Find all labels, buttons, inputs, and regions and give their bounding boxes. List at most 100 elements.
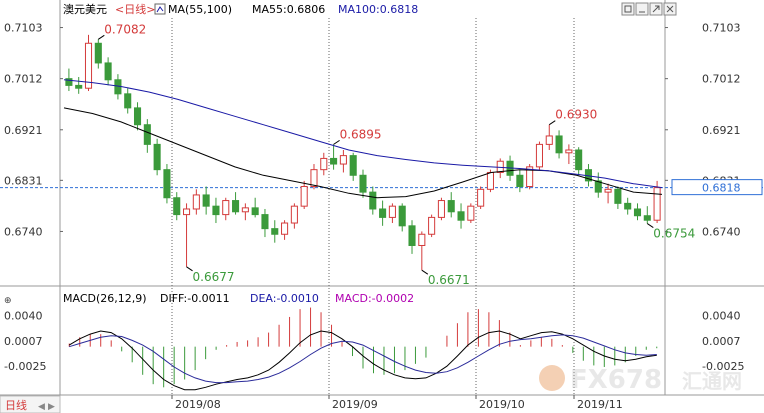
macd-tick-label-left: 0.0040	[4, 309, 43, 322]
candle-body	[222, 200, 230, 216]
candle-body	[457, 211, 465, 221]
macd-pane-icon[interactable]: ⊕	[4, 296, 12, 306]
price-tick-label-left: 0.6740	[4, 225, 43, 238]
candle-body	[94, 42, 102, 64]
indicator-toggle-icon[interactable]	[154, 3, 166, 15]
price-tick-label-right: 0.7012	[702, 73, 741, 86]
candle-body	[486, 171, 494, 190]
candle-body	[447, 200, 455, 213]
candle-body	[633, 208, 642, 217]
price-tick-label-left: 0.7012	[4, 73, 43, 86]
macd-dea-line	[69, 334, 657, 384]
candle-body	[251, 207, 259, 216]
macd-axis: 0.0040 0.0040 0.0007 0.0007 -0.0025 -0.0025	[4, 309, 744, 373]
candle-body	[261, 214, 269, 230]
fx678-logo-icon	[539, 365, 565, 391]
candle-body	[398, 205, 406, 227]
macd-tick-label-right: 0.0040	[702, 309, 741, 322]
macd-lines	[68, 330, 657, 391]
candle-body	[408, 225, 416, 246]
candle-body	[212, 205, 220, 216]
candle-body	[339, 155, 347, 165]
time-tick-label: 2019/11	[577, 398, 623, 411]
candle-body	[535, 143, 543, 168]
macd-diff-line	[68, 330, 657, 391]
candle-body	[653, 187, 661, 221]
candle-body	[477, 188, 485, 207]
fx678-watermark: FX678 汇通网	[539, 365, 742, 395]
indicator-toggle-glyph	[156, 6, 164, 13]
chart-header: 澳元美元 <日线> MA(55,100) MA55:0.6806 MA100:0…	[63, 2, 418, 16]
candle-body	[310, 169, 318, 188]
candle-body	[526, 166, 534, 188]
candle-body	[575, 149, 583, 171]
candle-body	[643, 215, 651, 221]
period-label[interactable]: <日线>	[115, 2, 155, 16]
bottom-bar: 日线 ◀ ▶	[0, 395, 61, 413]
current-price-text: 0.6818	[702, 182, 741, 195]
candle-body	[388, 205, 396, 218]
watermark-sub: 汇通网	[682, 369, 742, 393]
price-tick-label-left: 0.7103	[4, 22, 43, 35]
annotation-arrow	[333, 139, 340, 145]
candle-body	[379, 208, 387, 218]
candle-body	[565, 149, 573, 154]
period-tab[interactable]	[0, 395, 61, 413]
time-tick-label: 2019/10	[479, 398, 525, 411]
candle-body	[320, 157, 328, 171]
candle-body	[428, 216, 436, 235]
price-annotations: 0.7082 0.6677 0.6895 0.6671 0.6930 0.6754	[98, 22, 695, 287]
candle-body	[124, 93, 132, 109]
time-tick-label: 2019/09	[332, 398, 378, 411]
tab-arrow-right-icon[interactable]: ▶	[48, 402, 55, 412]
candle-body	[75, 84, 83, 89]
candle-body	[555, 135, 563, 154]
price-tick-label-right: 0.6740	[702, 225, 741, 238]
current-price-line: 0.6818	[0, 179, 764, 196]
ma-params: MA(55,100)	[168, 3, 232, 16]
macd-macd: MACD:-0.0002	[335, 292, 414, 305]
close-icon[interactable]	[663, 2, 677, 16]
candle-body	[516, 174, 524, 188]
high-annotation: 0.6895	[340, 127, 382, 141]
tab-arrow-left-icon[interactable]: ◀	[38, 402, 45, 412]
ma55-line	[63, 107, 663, 199]
period-tab-label: 日线	[5, 398, 27, 412]
candle-body	[65, 78, 73, 86]
expand-icon[interactable]	[649, 2, 663, 16]
candle-body	[604, 188, 612, 193]
annotation-arrow	[186, 266, 193, 272]
time-axis: 2019/08 2019/09 2019/10 2019/11	[171, 395, 623, 411]
candle-body	[369, 191, 377, 210]
candle-body	[281, 222, 289, 235]
restore-icon[interactable]	[621, 2, 635, 16]
annotation-arrow	[548, 120, 556, 126]
candle-body	[143, 124, 151, 145]
price-tick-label-left: 0.6921	[4, 124, 43, 137]
macd-tick-label-left: 0.0007	[4, 335, 43, 348]
annotation-arrow	[98, 34, 105, 40]
macd-header: ⊕ MACD(26,12,9) DIFF:-0.0011 DEA:-0.0010…	[4, 292, 414, 306]
window-controls	[621, 2, 677, 16]
price-tick-label-right: 0.7103	[702, 22, 741, 35]
candle-body	[349, 155, 357, 176]
candle-body	[153, 143, 161, 171]
ma55-value: MA55:0.6806	[252, 3, 325, 16]
candle-body	[202, 194, 210, 207]
annotation-arrow	[421, 269, 429, 275]
ma100-line	[63, 79, 663, 189]
candle-body	[290, 205, 298, 224]
low-annotation: 0.6671	[428, 273, 470, 287]
macd-diff: DIFF:-0.0011	[160, 292, 230, 305]
minimize-icon[interactable]	[635, 2, 649, 16]
price-tick-label-left: 0.6831	[4, 174, 43, 187]
candle-body	[104, 62, 112, 81]
candle-body	[133, 107, 142, 126]
macd-tick-label-left: -0.0025	[4, 360, 46, 373]
candle-body	[624, 202, 632, 210]
candle-body	[359, 174, 367, 193]
candle-body	[173, 197, 181, 216]
candle-body	[84, 42, 93, 89]
price-tick-label-right: 0.6921	[702, 124, 741, 137]
